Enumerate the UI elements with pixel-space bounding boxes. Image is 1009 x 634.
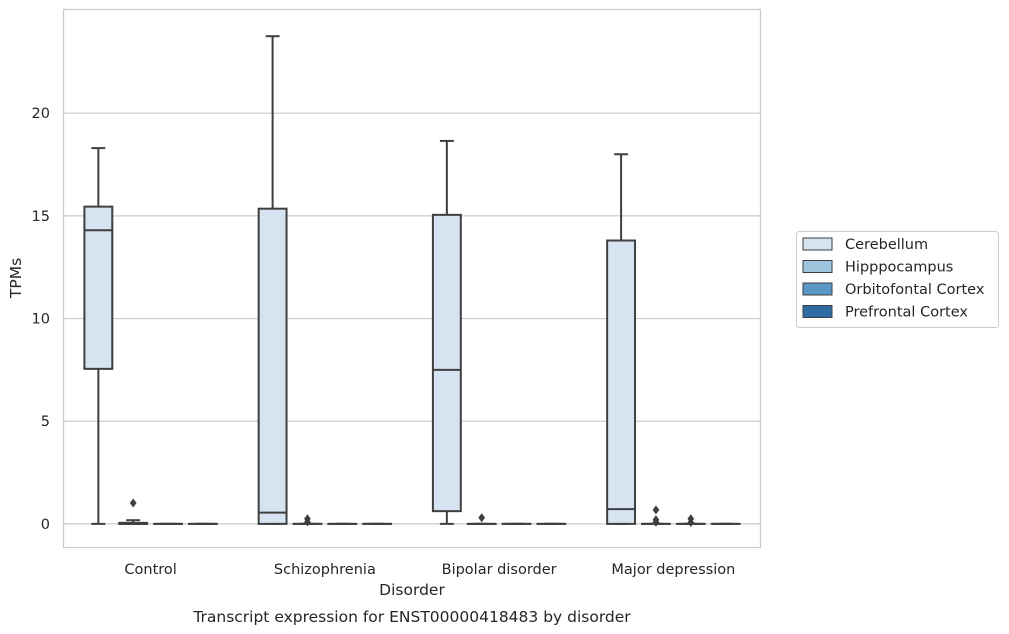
box-3-0 [606,153,637,525]
x-tick-label: Schizophrenia [274,562,376,578]
x-tick-label: Control [124,562,176,578]
box-3-2 [675,514,706,527]
box-body [431,213,462,513]
legend-swatch [802,305,833,318]
y-tick-label: 20 [32,106,50,122]
legend-item: Cerebellum [802,237,928,253]
legend: Cerebellum Hipppocampus Orbitofontal Corte… [796,231,999,328]
box-3-1 [641,505,671,527]
outlier-point [304,514,311,524]
y-tick-label: 0 [41,517,50,533]
legend-label: Prefrontal Cortex [845,305,968,321]
y-tick-label: 15 [32,209,50,225]
box-body [606,239,637,525]
box-2-0 [431,139,462,525]
legend-label: Cerebellum [845,237,928,253]
x-tick-label: Major depression [611,562,735,578]
y-tick-label: 10 [32,312,50,328]
outlier-point [652,505,660,515]
outlier-point [687,514,695,524]
legend-swatch [802,237,833,251]
box-0-1 [118,498,149,525]
legend-swatch [802,260,833,273]
outlier-point [478,513,486,523]
plot-frame [62,8,762,549]
box-0-0 [83,147,114,525]
legend-label: Orbitofontal Cortex [845,282,985,298]
y-axis-ticks: 0 5 10 15 20 [32,106,50,533]
x-tick-label: Bipolar disorder [442,562,557,578]
y-tick-label: 5 [41,414,50,430]
outlier-point [652,515,660,525]
box-body [257,207,288,525]
legend-item: Orbitofontal Cortex [802,282,985,298]
box-1-1 [292,514,323,527]
box-plot-area [83,35,741,527]
x-axis-ticks: Control Schizophrenia Bipolar disorder Majo… [124,562,735,578]
legend-frame [796,231,999,328]
outlier-point [129,498,137,508]
box-body [83,205,114,370]
legend-swatch [802,282,833,296]
box-2-1 [466,513,497,525]
y-axis-label: TPMs [7,258,25,299]
chart-caption: Transcript expression for ENST0000041848… [192,608,631,626]
legend-item: Hipppocampus [802,260,953,276]
legend-item: Prefrontal Cortex [802,305,968,321]
legend-label: Hipppocampus [845,260,953,276]
box-1-0 [257,35,288,525]
x-axis-label: Disorder [379,581,445,599]
grid-lines [63,112,761,525]
